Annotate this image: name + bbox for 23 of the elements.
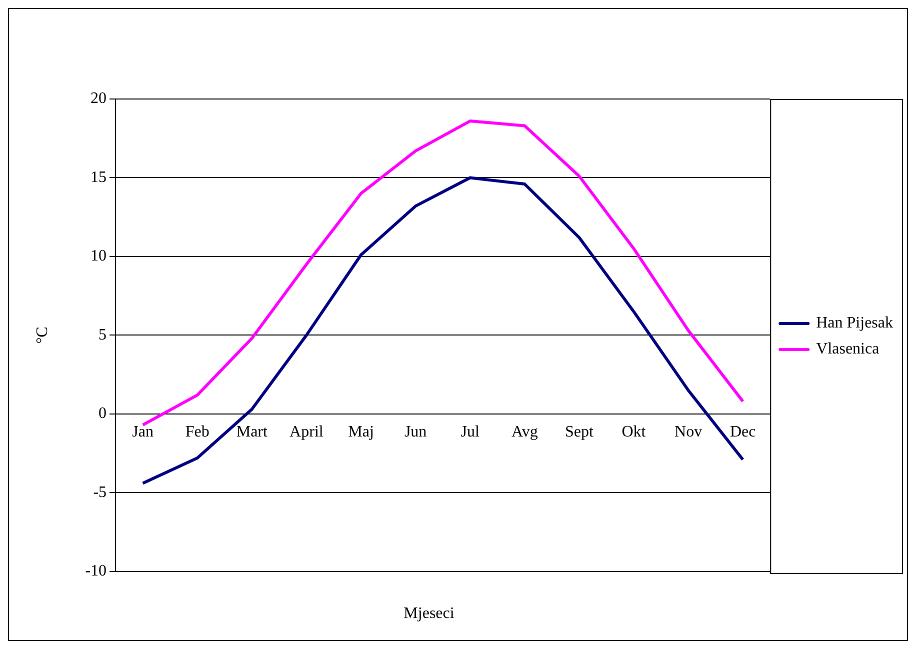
x-tick-label: April — [290, 424, 324, 441]
y-axis-title: °C — [34, 326, 51, 344]
y-tick-label: 5 — [98, 326, 107, 344]
x-tick-label: Nov — [674, 424, 702, 441]
y-tick-label: 15 — [90, 168, 107, 186]
x-tick-label: Avg — [511, 424, 538, 441]
x-axis-title: Mjeseci — [404, 605, 454, 622]
legend-label: Vlasenica — [816, 340, 880, 358]
x-tick-label: Mart — [236, 424, 268, 441]
x-tick-label: Jul — [460, 424, 480, 441]
x-tick-label: Dec — [730, 424, 756, 441]
x-tick-label: Jan — [132, 424, 154, 441]
y-tick-label: 10 — [90, 248, 107, 265]
y-tick-label: 20 — [90, 90, 107, 108]
x-tick-label: Feb — [185, 424, 210, 441]
y-tick-label: -10 — [85, 562, 107, 580]
x-tick-label: Maj — [348, 424, 374, 441]
x-tick-label: Okt — [622, 424, 646, 441]
y-tick-label: 0 — [98, 405, 107, 422]
x-tick-label: Sept — [564, 424, 594, 441]
y-tick-label: -5 — [93, 484, 107, 501]
legend-label: Han Pijesak — [816, 314, 893, 332]
x-tick-label: Jun — [404, 424, 427, 441]
